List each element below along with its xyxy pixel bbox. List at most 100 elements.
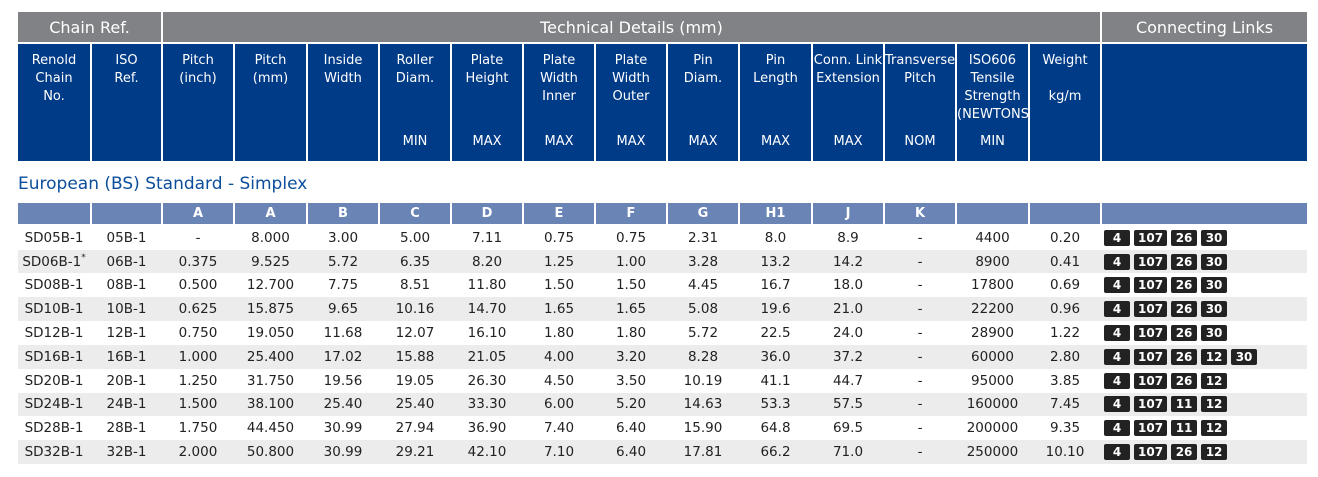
table-cell: 9.65 [327,301,359,318]
table-cell: - [917,301,923,318]
column-header-3: Pitch (mm) [235,44,306,161]
dimension-letter-0 [18,203,90,224]
table-cell: 6.40 [615,420,647,437]
group-header-chain-ref: Chain Ref. [18,12,161,42]
table-row: SD05B-1 05B-1 - 8.000 3.00 5.00 7.11 0.75 0.75 2.… [18,226,1307,250]
column-header-14: Weight kg/m [1030,44,1100,161]
column-header-qualifier: NOM [904,134,936,149]
table-cell: 1.50 [543,277,575,294]
table-cell: 24B-1 [106,396,147,413]
table-cell: 0.69 [1049,277,1081,294]
table-cell: 11.80 [467,277,507,294]
link-badge: 12 [1201,420,1228,437]
table-cell: 22.5 [760,324,791,341]
link-badge: 4 [1104,277,1130,294]
table-cell: 1.25 [543,253,575,270]
table-row: SD10B-1 10B-1 0.625 15.875 9.65 10.16 14.70 1.6… [18,297,1307,321]
link-badge: 4 [1104,348,1130,365]
dimension-letter-1 [92,203,161,224]
column-header-label: Weight kg/m [1042,53,1088,104]
link-badge: 107 [1134,253,1168,270]
table-cell: 5.08 [687,301,719,318]
column-header-8: Plate Width Outer MAX [596,44,666,161]
table-cell: 5.72 [687,324,719,341]
column-header-7: Plate Width Inner MAX [524,44,594,161]
link-badge: 30 [1201,324,1228,341]
table-cell: 10B-1 [106,301,147,318]
column-header-1: ISO Ref. [92,44,161,161]
table-cell: 26.30 [467,372,507,389]
table-cell: 69.5 [832,420,864,437]
table-cell: 8900 [975,253,1010,270]
column-header-9: Pin Diam. MAX [668,44,738,161]
column-header-qualifier: MAX [833,134,863,149]
table-cell: 12.07 [395,324,435,341]
column-header-4: Inside Width [308,44,378,161]
table-cell: 57.5 [832,396,864,413]
table-cell: 21.0 [832,301,864,318]
link-badge: 12 [1201,443,1228,460]
table-cell: 05B-1 [106,229,147,246]
table-cell: 8.20 [471,253,503,270]
dimension-letter-9: G [668,203,738,224]
table-cell: SD20B-1 [24,372,84,389]
table-row: SD24B-1 24B-1 1.500 38.100 25.40 25.40 33.30 6.… [18,392,1307,417]
table-cell: - [917,372,923,389]
connecting-links: 4 107 11 12 [1104,393,1228,417]
connecting-links: 4 107 26 30 [1104,250,1228,274]
table-cell: 27.94 [395,420,435,437]
table-cell: 4.45 [687,277,719,294]
table-cell: 53.3 [760,396,791,413]
table-cell: 14.63 [683,396,723,413]
column-header-qualifier: MIN [402,134,428,149]
table-cell: 08B-1 [106,277,147,294]
table-cell: - [195,229,201,246]
table-cell: 8.28 [687,348,719,365]
dimension-letter-3: A [235,203,306,224]
table-cell: - [917,396,923,413]
table-cell: 50.800 [246,443,295,460]
connecting-links: 4 107 26 30 [1104,321,1228,345]
link-badge: 26 [1171,277,1198,294]
table-cell: SD16B-1 [24,348,84,365]
column-header-label: Roller Diam. [395,53,435,86]
table-cell: 71.0 [832,443,864,460]
table-cell: 4.00 [543,348,575,365]
dimension-letter-14 [1030,203,1100,224]
link-badge: 11 [1171,420,1198,437]
table-cell: 5.20 [615,396,647,413]
group-header-connecting-links: Connecting Links [1102,12,1307,42]
table-cell: 7.45 [1049,396,1081,413]
table-cell: SD28B-1 [24,420,84,437]
link-badge: 107 [1134,229,1168,246]
table-cell: 18.0 [832,277,864,294]
table-cell: 6.00 [543,396,575,413]
column-header-label: Pin Diam. [683,53,723,86]
table-cell: 0.20 [1049,229,1081,246]
column-header-2: Pitch (inch) [163,44,233,161]
table-row: SD28B-1 28B-1 1.750 44.450 30.99 27.94 36.90 7.… [18,416,1307,440]
table-cell: 36.90 [467,420,507,437]
connecting-links: 4 107 26 12 30 [1104,345,1258,369]
link-badge: 107 [1134,443,1168,460]
table-cell: 10.10 [1045,443,1085,460]
table-row: SD16B-1 16B-1 1.000 25.400 17.02 15.88 21.05 4.… [18,345,1307,369]
column-header-label: Conn. Link Extension [813,53,883,86]
table-cell: 0.375 [178,253,218,270]
table-cell: 20B-1 [106,372,147,389]
table-cell: 17800 [971,277,1014,294]
link-badge: 12 [1201,372,1228,389]
table-cell: 41.1 [760,372,791,389]
column-header-label: Plate Width Outer [612,53,650,104]
link-badge: 107 [1134,348,1168,365]
table-cell: 3.50 [615,372,647,389]
link-badge: 4 [1104,301,1130,318]
table-row: SD12B-1 12B-1 0.750 19.050 11.68 12.07 16.10 1.… [18,321,1307,345]
table-cell: 66.2 [760,443,791,460]
table-cell: 44.7 [832,372,864,389]
dimension-letter-5: C [380,203,450,224]
column-header-qualifier: MAX [760,134,790,149]
table-cell: 64.8 [760,420,791,437]
table-cell: SD32B-1 [24,443,84,460]
column-header-label: Inside Width [323,53,363,86]
